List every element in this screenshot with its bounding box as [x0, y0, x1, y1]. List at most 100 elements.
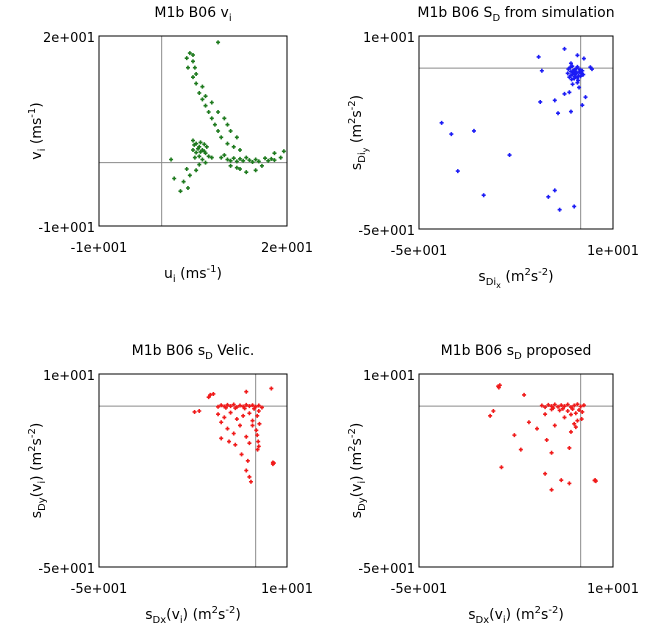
data-point [568, 61, 573, 66]
y-tick-label-max: 2e+001 [43, 31, 95, 46]
data-point [198, 140, 203, 145]
data-point [234, 165, 239, 170]
data-point [455, 169, 460, 174]
data-point [247, 158, 252, 163]
data-point [234, 159, 239, 164]
data-point [562, 91, 567, 96]
data-point [216, 40, 221, 45]
data-point [575, 64, 580, 69]
x-axis-label: sDx(vi) (m2s-2) [468, 605, 564, 626]
data-point [247, 411, 252, 416]
data-point [488, 413, 493, 418]
scatter-panel-4: 1e+001 -5e+001 -5e+001 1e+001 M1b B06 sD pro… [347, 343, 639, 626]
data-point [238, 167, 242, 171]
data-point [263, 156, 268, 161]
data-point [560, 406, 565, 411]
data-point [241, 158, 246, 163]
data-point [577, 70, 582, 75]
data-point [549, 450, 554, 455]
data-point [552, 423, 557, 428]
data-point [269, 156, 274, 161]
data-point [578, 404, 583, 409]
data-point [196, 146, 201, 151]
data-point [572, 403, 577, 408]
x-tick-label-min: -5e+001 [71, 582, 128, 597]
plot-frame [98, 35, 288, 227]
data-point [234, 417, 239, 422]
data-point [225, 402, 230, 407]
data-point [242, 406, 247, 411]
data-point [581, 72, 586, 77]
data-point [225, 141, 230, 146]
data-point [209, 100, 214, 105]
data-point [209, 116, 214, 121]
data-point [568, 412, 573, 417]
data-point [549, 407, 554, 412]
data-point [187, 51, 192, 56]
data-point [244, 468, 249, 473]
x-tick-label-max: 2e+001 [261, 241, 313, 256]
data-point [556, 111, 561, 116]
scatter-panel-1: 2e+001 -1e+001 -1e+001 2e+001 M1b B06 vi ui (… [27, 5, 313, 285]
data-point [197, 154, 202, 159]
data-point [228, 158, 233, 163]
data-point [496, 385, 501, 390]
data-point [192, 409, 197, 414]
data-point [543, 412, 548, 417]
data-point [225, 157, 230, 162]
data-point [570, 64, 575, 69]
data-point [197, 408, 202, 413]
data-point [223, 405, 228, 410]
data-point [241, 413, 246, 418]
data-point [546, 194, 551, 199]
x-tick-label-min: -1e+001 [71, 241, 128, 256]
x-tick-label-min: -5e+001 [391, 582, 448, 597]
data-point [583, 95, 588, 100]
chart-title: M1b B06 sD proposed [441, 343, 592, 362]
data-point [518, 447, 523, 452]
y-axis-label: sDy(vi) (m2s-2) [27, 423, 48, 519]
y-tick-label-min: -1e+001 [38, 221, 95, 236]
y-tick-label-max: 1e+001 [43, 369, 95, 384]
data-point [567, 445, 572, 450]
data-point [254, 428, 259, 433]
data-point [238, 403, 242, 408]
data-point [228, 129, 233, 133]
data-point [238, 148, 242, 152]
data-point [439, 120, 444, 125]
data-point [206, 154, 211, 159]
data-point [227, 439, 232, 444]
data-point [256, 408, 261, 413]
y-tick-label-min: -5e+001 [358, 562, 415, 577]
data-point [449, 132, 454, 137]
data-point [225, 426, 230, 431]
data-point [552, 98, 557, 103]
data-points [439, 46, 594, 212]
data-point [579, 417, 584, 422]
data-point [192, 155, 197, 160]
data-point [245, 458, 250, 463]
data-point [565, 402, 570, 407]
data-point [562, 415, 567, 420]
data-point [255, 413, 260, 418]
data-point [539, 403, 544, 408]
data-point [253, 168, 258, 173]
data-point [231, 156, 236, 161]
data-point [255, 433, 260, 438]
data-point [248, 479, 253, 484]
data-point [216, 404, 221, 409]
data-point [238, 156, 242, 161]
data-point [538, 99, 543, 104]
data-point [184, 56, 189, 61]
data-point [219, 135, 224, 140]
data-point [212, 122, 217, 127]
data-point [257, 421, 262, 426]
data-points [192, 386, 276, 484]
data-point [559, 478, 564, 483]
data-point [566, 67, 571, 72]
data-point [570, 69, 575, 74]
data-point [185, 65, 190, 70]
data-point [200, 84, 205, 89]
data-point [580, 409, 585, 414]
